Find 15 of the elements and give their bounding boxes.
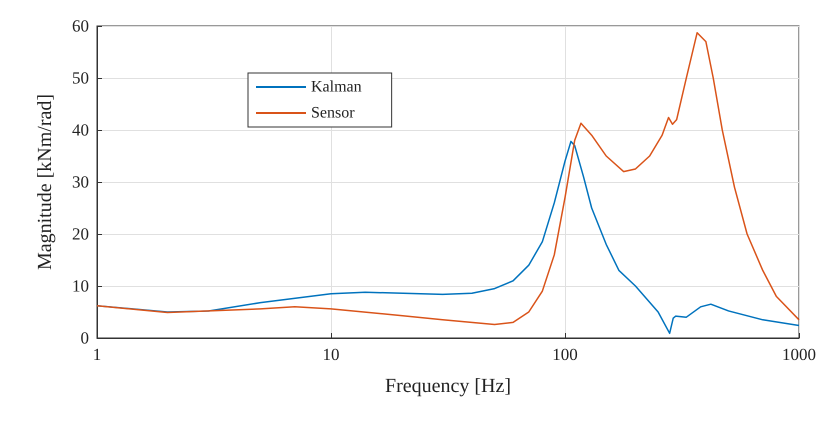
x-tick-label: 100 [552, 345, 578, 364]
y-tick-label: 40 [72, 120, 89, 140]
x-axis-title: Frequency [Hz] [384, 375, 512, 397]
y-tick-label: 60 [72, 16, 89, 36]
y-tick-label: 0 [80, 328, 89, 348]
x-tick-label: 1000 [782, 345, 816, 364]
y-axis-title: Magnitude [kNm/rad] [34, 94, 56, 270]
legend-label: Kalman [311, 78, 362, 96]
x-tick-label: 10 [322, 345, 340, 364]
y-tick-label: 50 [72, 68, 89, 88]
y-tick-label: 20 [72, 224, 89, 244]
y-tick-label: 30 [72, 172, 89, 192]
legend-label: Sensor [311, 104, 356, 122]
y-tick-label: 10 [72, 276, 89, 296]
x-tick-label: 1 [92, 345, 102, 364]
